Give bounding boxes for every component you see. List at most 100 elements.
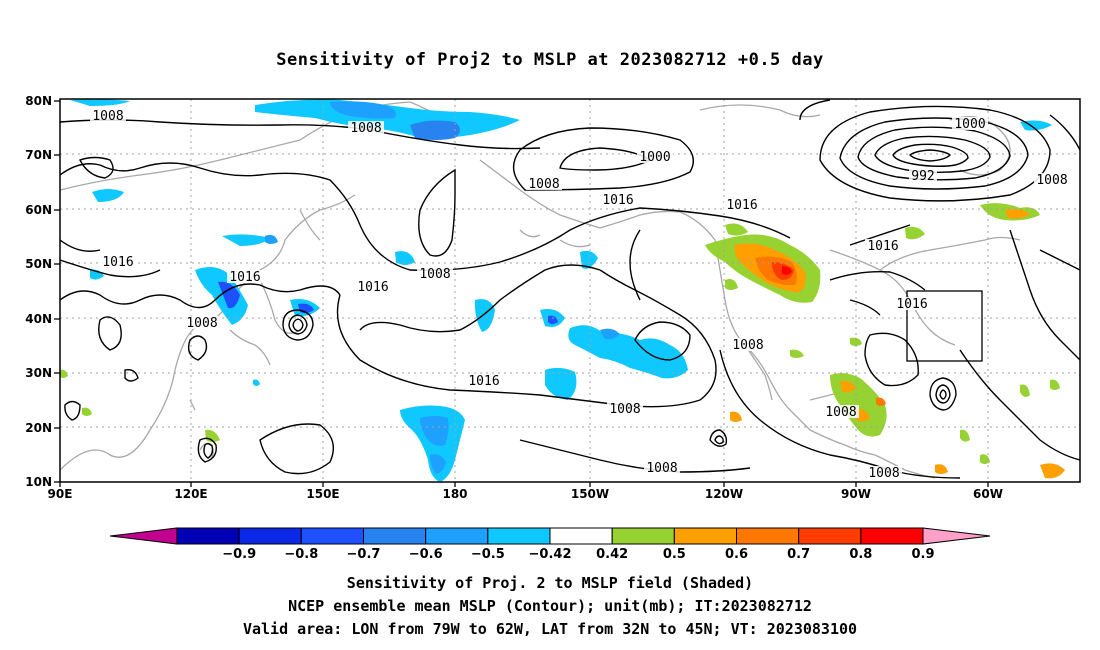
latitude-labels: 80N 70N 60N 50N 40N 30N 20N 10N <box>25 94 60 489</box>
lon-label: 90W <box>841 487 871 501</box>
mslp-contours <box>60 99 1080 479</box>
contour-label-bg <box>644 461 680 474</box>
lat-label: 30N <box>25 366 52 380</box>
contour-label: 992 <box>911 169 934 184</box>
contour-label-bg <box>823 405 859 418</box>
contour-label-bg <box>100 255 136 268</box>
contour-label-bg <box>466 374 502 387</box>
contour-label: 1016 <box>357 280 388 295</box>
validation-area-box <box>906 290 983 362</box>
contour-label-bg <box>417 267 453 280</box>
contour-label-bg <box>90 109 126 122</box>
colorbar-swatch <box>611 527 675 545</box>
contour-label-bg <box>894 297 930 310</box>
lon-label: 120W <box>705 487 743 501</box>
chart-title: Sensitivity of Proj2 to MSLP at 20230827… <box>276 50 824 70</box>
contour-label: 1016 <box>867 239 898 254</box>
contour-label: 1008 <box>732 338 763 353</box>
colorbar-label: 0.9 <box>911 547 934 562</box>
colorbar-label: −0.7 <box>347 547 381 562</box>
colorbar-swatch <box>798 527 862 545</box>
contour-label: 1008 <box>186 316 217 331</box>
contour-label: 1016 <box>468 374 499 389</box>
lat-label: 50N <box>25 257 52 271</box>
contour-label: 1008 <box>868 466 899 481</box>
contour-label-bg <box>1034 173 1070 186</box>
contour-label-bg <box>348 121 384 134</box>
colorbar-label: 0.8 <box>849 547 872 562</box>
colorbar-label: 0.42 <box>596 547 628 562</box>
colorbar-swatch <box>736 527 800 545</box>
footer-line-3: Valid area: LON from 79W to 62W, LAT fro… <box>242 620 858 638</box>
colorbar-swatch <box>549 527 613 545</box>
lon-label: 150E <box>306 487 339 501</box>
contour-label: 1016 <box>726 198 757 213</box>
contour-label-bg <box>724 198 760 211</box>
plot-border <box>59 98 1081 483</box>
lat-label: 80N <box>25 94 52 108</box>
lon-label: 180 <box>442 487 467 501</box>
colorbar-swatch <box>300 527 365 545</box>
colorbar-label: −0.6 <box>409 547 443 562</box>
contour-label-bg <box>227 270 263 283</box>
contour-label-bg <box>607 402 643 415</box>
contour-label: 1016 <box>896 297 927 312</box>
contour-label-bg <box>952 117 988 130</box>
contour-label: 1008 <box>419 267 450 282</box>
colorbar-swatch <box>176 527 240 545</box>
contour-label: 1008 <box>92 109 123 124</box>
colorbar-swatch <box>238 527 302 545</box>
contour-label-bg <box>526 177 562 190</box>
contour-label: 1008 <box>825 405 856 420</box>
contour-label: 1016 <box>602 193 633 208</box>
colorbar-max-triangle <box>922 527 991 545</box>
colorbar-swatch <box>673 527 737 545</box>
contour-labels: 1008 1008 1000 1000 992 1016 1008 1016 1008 1016 1… <box>90 109 1070 481</box>
lat-label: 40N <box>25 312 52 326</box>
colorbar-label: −0.9 <box>222 547 256 562</box>
colorbar-label: −0.42 <box>529 547 572 562</box>
colorbar-label: 0.6 <box>725 547 748 562</box>
contour-label: 1008 <box>350 121 381 136</box>
contour-label-bg <box>600 193 636 206</box>
contour-label-bg <box>866 466 902 479</box>
colorbar-swatch <box>425 527 489 545</box>
lon-label: 90E <box>48 487 73 501</box>
colorbar-swatch <box>487 527 551 545</box>
contour-label: 1008 <box>609 402 640 417</box>
colorbar-label: −0.5 <box>471 547 505 562</box>
lat-label: 70N <box>25 148 52 162</box>
colorbar-min-triangle <box>109 527 178 545</box>
contour-label-bg <box>865 239 901 252</box>
contour-label: 1000 <box>639 150 670 165</box>
lat-label: 10N <box>25 475 52 489</box>
lon-label: 150W <box>571 487 609 501</box>
contour-label: 1000 <box>954 117 985 132</box>
lat-label: 60N <box>25 203 52 217</box>
contour-label: 1008 <box>1036 173 1067 188</box>
colorbar-label: −0.8 <box>284 547 318 562</box>
footer-line-2: NCEP ensemble mean MSLP (Contour); unit(… <box>288 597 812 615</box>
contour-label: 1008 <box>528 177 559 192</box>
contour-label: 1008 <box>646 461 677 476</box>
contour-label-bg <box>637 150 673 163</box>
contour-label-bg <box>184 316 220 329</box>
contour-label-bg <box>730 338 766 351</box>
contour-label: 1016 <box>229 270 260 285</box>
lon-label: 60W <box>973 487 1003 501</box>
lat-label: 20N <box>25 421 52 435</box>
colorbar-label: 0.7 <box>787 547 810 562</box>
grid-lines <box>60 99 1080 482</box>
contour-label-bg <box>355 280 391 293</box>
contour-label-bg <box>909 169 937 182</box>
lon-label: 120E <box>174 487 207 501</box>
sensitivity-shading <box>60 99 1065 482</box>
colorbar-label: 0.5 <box>663 547 686 562</box>
colorbar-swatch <box>363 527 427 545</box>
colorbar-swatch <box>860 527 924 545</box>
longitude-labels: 90E 120E 150E 180 150W 120W 90W 60W <box>48 482 1003 501</box>
contour-label: 1016 <box>102 255 133 270</box>
colorbar: −0.9 −0.8 −0.7 −0.6 −0.5 −0.42 0.42 0.5 0.6 0.7 0.… <box>109 527 991 562</box>
footer-line-1: Sensitivity of Proj. 2 to MSLP field (Sh… <box>346 574 754 592</box>
